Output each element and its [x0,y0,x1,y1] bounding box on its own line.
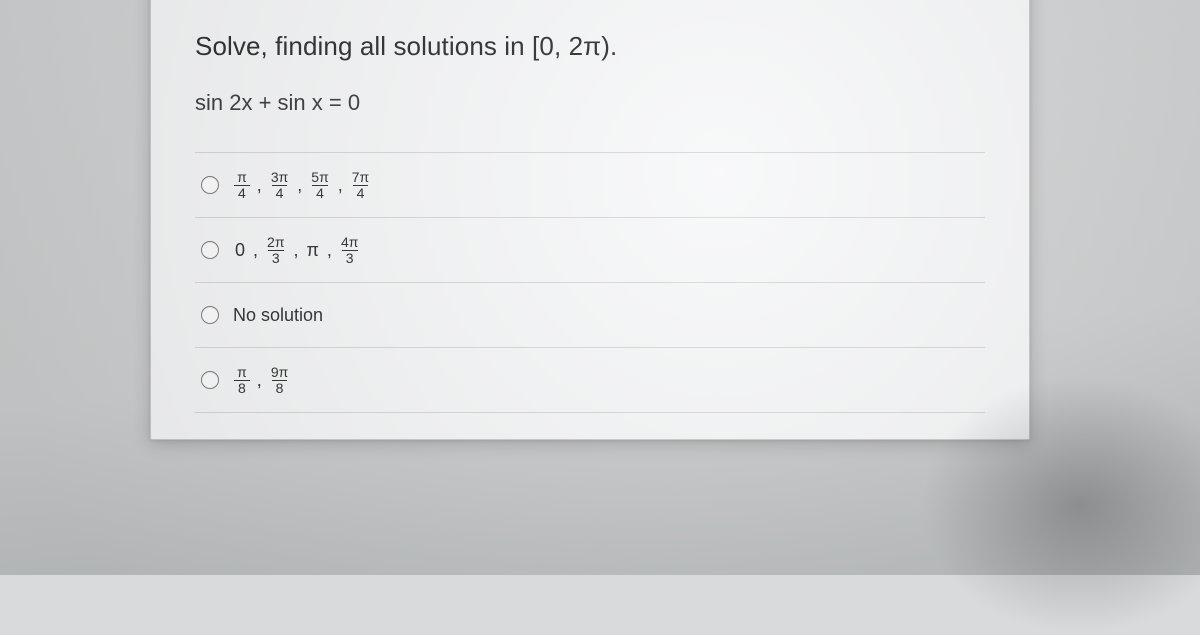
fraction: 4π3 [338,235,361,265]
separator: , [253,175,266,196]
answer-option-opt_d[interactable]: π8,9π8 [195,347,985,413]
answer-option-text: No solution [233,305,323,326]
fraction-denominator: 4 [234,185,250,201]
fraction-denominator: 3 [268,250,284,266]
fraction-denominator: 8 [234,380,250,396]
radio-button[interactable] [201,306,219,324]
answer-option-opt_b[interactable]: 0,2π3,π,4π3 [195,217,985,282]
answer-option-opt_a[interactable]: π4,3π4,5π4,7π4 [195,152,985,217]
fraction: π8 [233,365,251,395]
term: π [305,240,321,261]
radio-button[interactable] [201,371,219,389]
fraction-numerator: 3π [269,170,290,185]
fraction-numerator: 7π [350,170,371,185]
fraction: 5π4 [308,170,331,200]
screen-background: Solve, finding all solutions in [0, 2π).… [0,0,1200,575]
answer-option-content: π4,3π4,5π4,7π4 [233,170,372,200]
fraction-numerator: 9π [269,365,290,380]
radio-button[interactable] [201,241,219,259]
options-list: π4,3π4,5π4,7π40,2π3,π,4π3No solutionπ8,9… [195,152,985,413]
question-card: Solve, finding all solutions in [0, 2π).… [150,0,1030,440]
fraction: 3π4 [268,170,291,200]
fraction-denominator: 3 [342,250,358,266]
question-prompt: Solve, finding all solutions in [0, 2π). [195,31,985,62]
fraction-numerator: 5π [309,170,330,185]
separator: , [293,175,306,196]
separator: , [253,370,266,391]
separator: , [249,240,262,261]
term: 0 [233,240,247,261]
separator: , [334,175,347,196]
fraction: 7π4 [349,170,372,200]
fraction: 2π3 [264,235,287,265]
separator: , [289,240,302,261]
fraction: 9π8 [268,365,291,395]
fraction-denominator: 4 [312,185,328,201]
fraction: π4 [233,170,251,200]
fraction-denominator: 8 [272,380,288,396]
fraction-numerator: π [235,170,249,185]
fraction-numerator: 4π [339,235,360,250]
fraction-numerator: 2π [265,235,286,250]
answer-option-content: No solution [233,305,323,326]
separator: , [323,240,336,261]
answer-option-content: 0,2π3,π,4π3 [233,235,361,265]
fraction-denominator: 4 [272,185,288,201]
answer-option-opt_c[interactable]: No solution [195,282,985,347]
fraction-numerator: π [235,365,249,380]
answer-option-content: π8,9π8 [233,365,291,395]
radio-button[interactable] [201,176,219,194]
fraction-denominator: 4 [353,185,369,201]
question-equation: sin 2x + sin x = 0 [195,90,985,116]
